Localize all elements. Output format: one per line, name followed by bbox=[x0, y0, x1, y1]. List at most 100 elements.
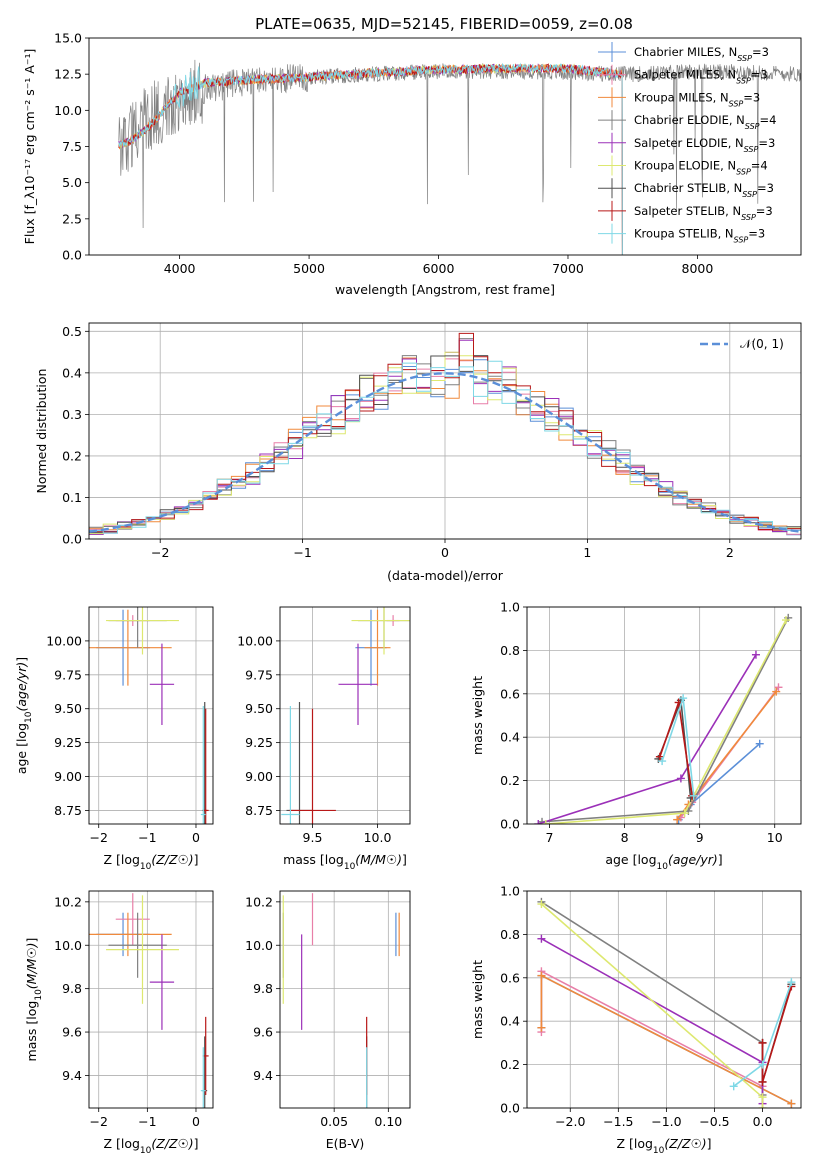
mass_vs_Z-panel: −2 −1 09.49.69.810.010.2Z [log10(Z/Z☉)]mas… bbox=[24, 890, 214, 1156]
legend-label: Chabrier ELODIE, N bbox=[634, 113, 745, 127]
weight_vs_age-xtick-label: 9 bbox=[696, 830, 704, 845]
age_vs_mass-ytick-label: 10.00 bbox=[237, 633, 273, 648]
weight_vs_age-xlabel-prefix: age [log bbox=[605, 852, 656, 867]
histogram-step-line bbox=[89, 355, 801, 534]
weight_vs_age-ytick-label: 0.8 bbox=[500, 643, 520, 658]
age_vs_mass-xtick-label: 10.0 bbox=[364, 830, 392, 845]
legend-eq: =3 bbox=[743, 90, 760, 104]
weight_vs_Z-plot-area bbox=[537, 897, 796, 1108]
age_vs_mass-panel: 9.5 10.0 8.75 9.00 9.25 9.50 9.75 10.00 mass [lo… bbox=[237, 606, 411, 872]
age_vs_Z-ytick-label: 9.75 bbox=[54, 667, 82, 682]
residuals-ytick-label: 0.4 bbox=[62, 365, 82, 380]
legend-label: Salpeter MILES, N bbox=[634, 68, 736, 82]
weight_vs_Z-xtick-label: −0.5 bbox=[699, 1114, 729, 1129]
residuals-ytick-label: 0.3 bbox=[62, 407, 82, 422]
weight_vs_Z-ytick-label: 0.0 bbox=[500, 1101, 520, 1116]
age_vs_mass-xlabel: mass [log10(M/M☉)] bbox=[283, 852, 407, 872]
spectrum-xtick-label: 4000 bbox=[164, 261, 196, 276]
weight_vs_Z-ytick-label: 0.8 bbox=[500, 927, 520, 942]
legend-sub: SSP bbox=[745, 122, 760, 131]
mass_vs_ebv-ytick-label: 9.8 bbox=[253, 981, 273, 996]
spectrum-panel: 4000 5000 6000 7000 8000 0.0 2.5 5.0 7.5 10.0 12.5… bbox=[22, 31, 802, 297]
weight_vs_age-ytick-label: 0.2 bbox=[500, 773, 520, 788]
weight_vs_age-xtick-label: 10 bbox=[767, 830, 783, 845]
age_vs_mass-ytick-label: 8.75 bbox=[245, 803, 273, 818]
weight_vs_age-xlabel-sub: 10 bbox=[657, 862, 669, 872]
weight_vs_age-xlabel-close: ] bbox=[718, 852, 723, 867]
spectrum-ytick-label: 5.0 bbox=[62, 175, 82, 190]
legend-entry: Salpeter STELIB, NSSP=3 bbox=[634, 204, 773, 222]
residuals-xtick-label: −2 bbox=[151, 545, 169, 560]
age_vs_Z-xlabel-prefix: Z [log bbox=[103, 852, 139, 867]
age_vs_mass-ytick-label: 9.50 bbox=[245, 701, 273, 716]
weight_vs_Z-ylabel: mass weight bbox=[470, 960, 485, 1039]
legend-eq: =3 bbox=[758, 136, 775, 150]
spectrum-xlabel: wavelength [Angstrom, rest frame] bbox=[335, 282, 555, 297]
legend-entry: Salpeter MILES, NSSP=3 bbox=[634, 68, 768, 86]
age_vs_mass-frame bbox=[279, 606, 411, 825]
age_vs_mass-ytick-label: 9.25 bbox=[245, 735, 273, 750]
weight_vs_Z-xlabel-inner: (Z/Z☉) bbox=[664, 1136, 706, 1151]
legend-sub: SSP bbox=[734, 235, 749, 244]
age_vs_Z-xlabel-inner: (Z/Z☉) bbox=[151, 852, 193, 867]
weight_vs_age-ytick-label: 0.6 bbox=[500, 686, 520, 701]
mass_vs_Z-xtick-label: 0 bbox=[192, 1114, 200, 1129]
age_vs_mass-plot-area bbox=[281, 607, 410, 824]
age_vs_Z-ytick-label: 8.75 bbox=[54, 803, 82, 818]
age_vs_mass-xlabel-sub: 10 bbox=[344, 862, 356, 872]
residuals-xlabel: (data-model)/error bbox=[387, 568, 504, 583]
legend-sub: SSP bbox=[729, 99, 744, 108]
legend-eq: =3 bbox=[752, 45, 769, 59]
weight_vs_age-xtick-label: 8 bbox=[621, 830, 629, 845]
legend-label: Kroupa STELIB, N bbox=[634, 227, 734, 241]
legend-sub: SSP bbox=[744, 144, 759, 153]
weight_vs_Z-panel: −2.0 −1.5 −1.0 −0.5 0.0 0.0 0.2 0.4 0.6 0.8 1.0 Z [… bbox=[470, 884, 802, 1156]
weight-series-line bbox=[659, 702, 693, 796]
age_vs_Z-ylabel-prefix: age [log bbox=[14, 723, 29, 774]
legend-eq: =4 bbox=[760, 113, 777, 127]
mass_vs_Z-xlabel-inner: (Z/Z☉) bbox=[151, 1136, 193, 1151]
weight_vs_Z-xtick-label: −1.0 bbox=[651, 1114, 681, 1129]
weight_vs_age-xlabel: age [log10(age/yr)] bbox=[605, 852, 722, 872]
spectrum-xtick-label: 5000 bbox=[293, 261, 325, 276]
weight_vs_Z-ytick-label: 1.0 bbox=[500, 884, 520, 899]
age_vs_Z-ytick-label: 10.00 bbox=[46, 633, 82, 648]
spectrum-ylabel: Flux [f_λ10⁻¹⁷ erg cm⁻² s⁻¹ A⁻¹] bbox=[22, 49, 37, 245]
weight_vs_Z-xlabel-sub: 10 bbox=[653, 1146, 665, 1156]
weight-series-line bbox=[540, 901, 764, 1095]
residuals-xtick-label: 1 bbox=[583, 545, 591, 560]
mass_vs_Z-ytick-label: 9.4 bbox=[62, 1068, 82, 1083]
weight_vs_age-ylabel: mass weight bbox=[470, 676, 485, 755]
mass_vs_Z-xlabel: Z [log10(Z/Z☉)] bbox=[103, 1136, 198, 1156]
residuals-xtick-label: 2 bbox=[726, 545, 734, 560]
legend-entry: Kroupa MILES, NSSP=3 bbox=[634, 90, 760, 108]
age_vs_Z-ylabel-inner: (age/yr) bbox=[14, 662, 29, 712]
age_vs_Z-xtick-label: −1 bbox=[138, 830, 156, 845]
weight_vs_Z-ytick-label: 0.6 bbox=[500, 970, 520, 985]
mass_vs_Z-ytick-label: 10.2 bbox=[54, 894, 82, 909]
age_vs_Z-frame bbox=[88, 606, 214, 825]
age_vs_Z-ytick-label: 9.25 bbox=[54, 735, 82, 750]
legend-label: Salpeter STELIB, N bbox=[634, 204, 741, 218]
mass_vs_ebv-panel: 0.05 0.10 9.4 9.6 9.8 10.0 10.2 E(B-V) bbox=[245, 890, 411, 1151]
residuals-panel: −2 −1 0 1 2 0.0 0.1 0.2 0.3 0.4 0.5 𝒩(0, 1) (data-mo… bbox=[34, 322, 802, 583]
weight_vs_Z-xlabel-prefix: Z [log bbox=[616, 1136, 652, 1151]
age_vs_Z-xlabel: Z [log10(Z/Z☉)] bbox=[103, 852, 198, 872]
mass_vs_Z-ylabel-prefix: mass [log bbox=[24, 1001, 39, 1062]
spectrum-xtick-label: 7000 bbox=[552, 261, 584, 276]
mass_vs_Z-plot-area bbox=[89, 893, 209, 1108]
mass_vs_ebv-frame bbox=[279, 890, 411, 1109]
weight_vs_Z-xtick-label: 0.0 bbox=[753, 1114, 773, 1129]
mass_vs_Z-ylabel-sub: 10 bbox=[34, 989, 44, 1001]
legend-eq: =3 bbox=[748, 227, 765, 241]
mass_vs_ebv-ytick-label: 9.6 bbox=[253, 1025, 273, 1040]
age_vs_mass-xlabel-inner: (M/M☉) bbox=[355, 852, 402, 867]
residuals-plot-area bbox=[89, 332, 801, 536]
spectrum-ytick-label: 7.5 bbox=[62, 139, 82, 154]
legend-eq: =3 bbox=[757, 181, 774, 195]
mass_vs_ebv-xlabel: E(B-V) bbox=[326, 1136, 365, 1151]
legend-label: Chabrier STELIB, N bbox=[634, 181, 742, 195]
mass_vs_ebv-xtick-label: 0.10 bbox=[374, 1114, 402, 1129]
spectrum-data-line bbox=[118, 59, 801, 229]
